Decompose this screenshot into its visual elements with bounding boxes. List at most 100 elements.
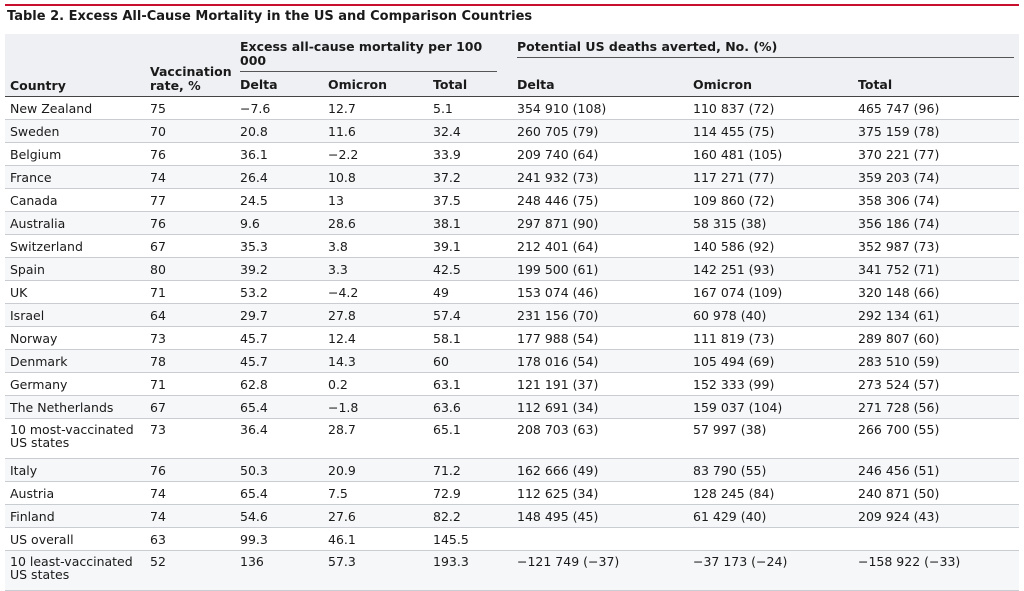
table-cell: 82.2 [433, 508, 461, 524]
row-label: Spain [10, 261, 45, 277]
table-cell: 109 860 (72) [693, 192, 775, 208]
table-cell: 3.8 [328, 238, 348, 254]
table-cell: 199 500 (61) [517, 261, 599, 277]
table-cell: 67 [150, 399, 166, 415]
table-cell: 20.8 [240, 123, 268, 139]
table-cell: 246 456 (51) [858, 462, 940, 478]
table-cell: 33.9 [433, 146, 461, 162]
table-cell: 71 [150, 284, 166, 300]
row-label: Israel [10, 307, 45, 323]
table-cell: 341 752 (71) [858, 261, 940, 277]
table-cell: 9.6 [240, 215, 260, 231]
table-cell: 241 932 (73) [517, 169, 599, 185]
table-row: Italy 76 50.3 20.9 71.2 162 666 (49) 83 790 (5… [5, 458, 1020, 482]
table-cell: 370 221 (77) [858, 146, 940, 162]
table-cell: 63.6 [433, 399, 461, 415]
table-cell: 49 [433, 284, 449, 300]
table-row: US overall 63 99.3 46.1 145.5 [5, 528, 1020, 551]
table-cell: −7.6 [240, 100, 271, 116]
table-cell: 148 495 (45) [517, 508, 599, 524]
table-cell: 111 819 (73) [693, 330, 775, 346]
table-cell: 359 203 (74) [858, 169, 940, 185]
table-cell: 177 988 (54) [517, 330, 599, 346]
table-cell: 57.4 [433, 307, 461, 323]
row-label: New Zealand [10, 100, 93, 116]
table-cell: 39.2 [240, 261, 268, 277]
table-cell: 231 156 (70) [517, 307, 599, 323]
subheader-cell: Omicron [328, 77, 387, 92]
table-cell: 42.5 [433, 261, 461, 277]
table-cell: 57.3 [328, 554, 356, 569]
table-cell: 160 481 (105) [693, 146, 783, 162]
table-cell: 29.7 [240, 307, 268, 323]
group-label: Excess all-cause mortality per 100 000 [240, 40, 497, 72]
table-row: Spain 80 39.2 3.3 42.5 199 500 (61) 142 251 (9… [5, 257, 1020, 281]
table-cell: 248 446 (75) [517, 192, 599, 208]
table-cell: 37.5 [433, 192, 461, 208]
table-cell: 117 271 (77) [693, 169, 775, 185]
table-cell: −1.8 [328, 399, 359, 415]
table-cell: 142 251 (93) [693, 261, 775, 277]
table-cell: 67 [150, 238, 166, 254]
table-cell: 297 871 (90) [517, 215, 599, 231]
table-cell: 74 [150, 169, 166, 185]
table-row: UK 71 53.2 −4.2 49 153 074 (46) 167 074 (109) 3… [5, 281, 1020, 304]
table-cell: 465 747 (96) [858, 100, 940, 116]
table-row: Germany 71 62.8 0.2 63.1 121 191 (37) 152 333 … [5, 373, 1020, 396]
row-label: Finland [10, 508, 55, 524]
table-cell: 39.1 [433, 238, 461, 254]
row-label: Norway [10, 330, 58, 346]
table-cell: 320 148 (66) [858, 284, 940, 300]
table-cell: 356 186 (74) [858, 215, 940, 231]
table-title: Table 2. Excess All-Cause Mortality in t… [7, 9, 533, 24]
table-cell: 76 [150, 215, 166, 231]
table-cell: 153 074 (46) [517, 284, 599, 300]
table-row: New Zealand 75 −7.6 12.7 5.1 354 910 (108) 110… [5, 97, 1020, 120]
table-cell: 358 306 (74) [858, 192, 940, 208]
header-cell: Country [10, 78, 66, 93]
page: Table 2. Excess All-Cause Mortality in t… [5, 4, 1020, 591]
table-cell: 136 [240, 554, 264, 569]
table-cell: 283 510 (59) [858, 353, 940, 369]
table-cell: 80 [150, 261, 166, 277]
table-cell: 71 [150, 376, 166, 392]
table-cell: 209 740 (64) [517, 146, 599, 162]
table-cell: 74 [150, 485, 166, 501]
table-row: Austria 74 65.4 7.5 72.9 112 625 (34) 128 245 … [5, 482, 1020, 505]
table-cell: 5.1 [433, 100, 453, 116]
table-cell [853, 528, 1019, 551]
table-cell: 121 191 (37) [517, 376, 599, 392]
table-cell: 212 401 (64) [517, 238, 599, 254]
table-cell: 70 [150, 123, 166, 139]
table-cell [512, 528, 688, 551]
header-group: Potential US deaths averted, No. (%) [512, 34, 1019, 74]
table-cell: 36.1 [240, 146, 268, 162]
table-cell: 37.2 [433, 169, 461, 185]
table-cell: 152 333 (99) [693, 376, 775, 392]
table-cell: 75 [150, 100, 166, 116]
table-cell: 112 625 (34) [517, 485, 599, 501]
subheader-cell: Delta [240, 77, 278, 92]
row-label: Sweden [10, 123, 60, 139]
table-cell: 73 [150, 330, 166, 346]
table-cell: 26.4 [240, 169, 268, 185]
table-row: The Netherlands 67 65.4 −1.8 63.6 112 691 (34… [5, 395, 1020, 419]
table-cell: 64 [150, 307, 166, 323]
table-body: New Zealand 75 −7.6 12.7 5.1 354 910 (108) 110… [5, 97, 1020, 591]
table-cell: 162 666 (49) [517, 462, 599, 478]
table-cell: 78 [150, 353, 166, 369]
table-row: Belgium 76 36.1 −2.2 33.9 209 740 (64) 160 481… [5, 143, 1020, 166]
subheader-cell: Omicron [693, 77, 752, 92]
table-cell: −2.2 [328, 146, 359, 162]
table-row: Denmark 78 45.7 14.3 60 178 016 (54) 105 494 (… [5, 349, 1020, 373]
table-cell: 3.3 [328, 261, 348, 277]
table-cell: 11.6 [328, 123, 356, 139]
table-cell: 352 987 (73) [858, 238, 940, 254]
table-row: Israel 64 29.7 27.8 57.4 231 156 (70) 60 978 (… [5, 303, 1020, 327]
table-cell: 375 159 (78) [858, 123, 940, 139]
header-cell: Vaccination rate, % [150, 64, 232, 93]
data-table: Country Vaccination rate, % Excess all-c… [5, 34, 1020, 591]
table-cell: 61 429 (40) [693, 508, 767, 524]
table-cell [688, 528, 853, 551]
table-row: Australia 76 9.6 28.6 38.1 297 871 (90) 58 315… [5, 211, 1020, 235]
